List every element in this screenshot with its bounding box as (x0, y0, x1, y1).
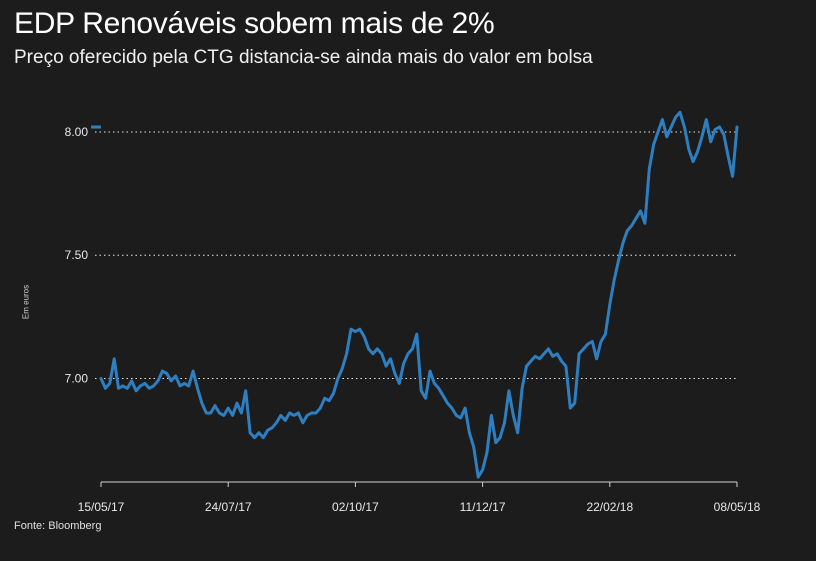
series-group (91, 110, 739, 479)
x-tick-label: 02/10/17 (332, 500, 379, 514)
y-tick-label: 8.00 (65, 125, 89, 139)
x-axis: 15/05/17 24/07/17 02/10/17 11/12/17 22/02/18… (78, 481, 761, 514)
x-tick-label: 15/05/17 (78, 500, 125, 514)
y-tick-label: 7.50 (65, 248, 89, 262)
x-tick-label: 22/02/18 (586, 500, 633, 514)
y-tick-label: 7.00 (65, 371, 89, 385)
series-line (99, 110, 739, 479)
y-axis-ticks: 7.00 7.50 8.00 (65, 125, 89, 385)
chart-subtitle: Preço oferecido pela CTG distancia-se ai… (14, 47, 593, 68)
x-tick-label: 24/07/17 (205, 500, 252, 514)
source-note: Fonte: Bloomberg (14, 520, 102, 532)
x-tick-label: 08/05/18 (714, 500, 761, 514)
x-tick-label: 11/12/17 (460, 500, 506, 514)
last-value-marker (91, 125, 101, 129)
chart-title: EDP Renováveis sobem mais de 2% (14, 7, 495, 40)
